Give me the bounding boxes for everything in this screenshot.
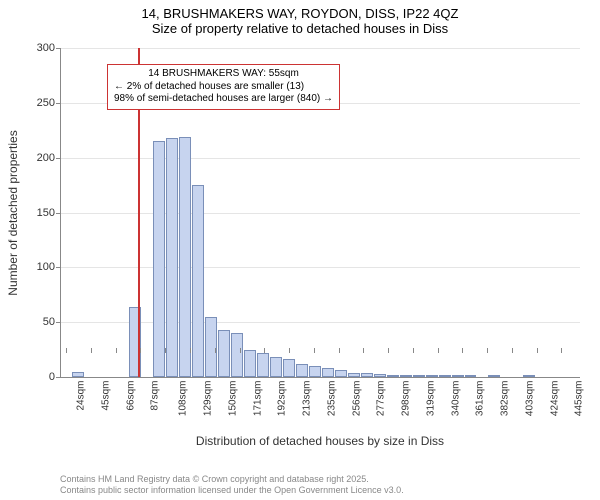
x-tick-label: 277sqm [376, 381, 387, 417]
histogram-bar [244, 350, 256, 377]
chart-title-line1: 14, BRUSHMAKERS WAY, ROYDON, DISS, IP22 … [0, 0, 600, 21]
histogram-bar [296, 364, 308, 377]
x-tick-mark [165, 348, 166, 353]
histogram-bar [179, 137, 191, 377]
x-tick-mark [339, 348, 340, 353]
histogram-bar [523, 375, 535, 377]
plot-region: Number of detached properties 0501001502… [60, 48, 580, 378]
chart-title-line2: Size of property relative to detached ho… [0, 21, 600, 40]
x-tick-mark [240, 348, 241, 353]
histogram-bar [335, 370, 347, 377]
histogram-bar [426, 375, 438, 377]
x-tick-label: 256sqm [351, 381, 362, 417]
x-tick-mark [537, 348, 538, 353]
x-tick-mark [289, 348, 290, 353]
credits: Contains HM Land Registry data © Crown c… [60, 474, 404, 496]
x-tick-label: 108sqm [178, 381, 189, 417]
x-tick-mark [91, 348, 92, 353]
histogram-bar [257, 353, 269, 377]
histogram-bar [488, 375, 500, 377]
x-tick-mark [413, 348, 414, 353]
x-tick-mark [264, 348, 265, 353]
annotation-box: 14 BRUSHMAKERS WAY: 55sqm ← 2% of detach… [107, 64, 340, 110]
histogram-bar [322, 368, 334, 377]
x-tick-mark [314, 348, 315, 353]
x-tick-label: 129sqm [202, 381, 213, 417]
x-tick-label: 340sqm [450, 381, 461, 417]
x-tick-label: 424sqm [549, 381, 560, 417]
x-tick-label: 298sqm [400, 381, 411, 417]
histogram-bar [348, 373, 360, 377]
histogram-bar [374, 374, 386, 377]
x-tick-label: 150sqm [227, 381, 238, 417]
y-tick-label: 100 [37, 261, 61, 273]
x-tick-label: 382sqm [499, 381, 510, 417]
annotation-line1: 14 BRUSHMAKERS WAY: 55sqm [114, 68, 333, 81]
y-tick-label: 300 [37, 42, 61, 54]
x-tick-label: 66sqm [125, 381, 136, 411]
x-tick-label: 45sqm [100, 381, 111, 411]
x-axis-ticks: 24sqm45sqm66sqm87sqm108sqm129sqm150sqm17… [60, 378, 580, 408]
histogram-bar [452, 375, 464, 377]
x-tick-mark [561, 348, 562, 353]
x-tick-label: 319sqm [425, 381, 436, 417]
histogram-bar [205, 317, 217, 377]
histogram-bar [413, 375, 425, 377]
histogram-bar [439, 375, 451, 377]
histogram-bar [309, 366, 321, 377]
x-tick-mark [66, 348, 67, 353]
y-axis-label: Number of detached properties [6, 130, 20, 295]
x-tick-label: 192sqm [277, 381, 288, 417]
histogram-bar [192, 185, 204, 377]
x-tick-mark [487, 348, 488, 353]
histogram-bar [218, 330, 230, 377]
x-axis-label: Distribution of detached houses by size … [60, 434, 580, 448]
histogram-bar [361, 373, 373, 377]
x-tick-mark [190, 348, 191, 353]
annotation-line3: 98% of semi-detached houses are larger (… [114, 93, 333, 106]
x-tick-label: 87sqm [150, 381, 161, 411]
chart-area: Number of detached properties 0501001502… [60, 48, 580, 408]
x-tick-mark [116, 348, 117, 353]
y-tick-label: 200 [37, 152, 61, 164]
histogram-bar [387, 375, 399, 377]
x-tick-mark [363, 348, 364, 353]
histogram-bar [153, 141, 165, 377]
x-tick-mark [512, 348, 513, 353]
histogram-bar [283, 359, 295, 377]
histogram-bar [231, 333, 243, 377]
histogram-bar [400, 375, 412, 377]
x-tick-mark [215, 348, 216, 353]
credits-line1: Contains HM Land Registry data © Crown c… [60, 474, 404, 485]
x-tick-mark [438, 348, 439, 353]
x-tick-label: 213sqm [301, 381, 312, 417]
x-tick-label: 235sqm [326, 381, 337, 417]
y-tick-label: 250 [37, 97, 61, 109]
histogram-bar [270, 357, 282, 377]
y-tick-label: 150 [37, 207, 61, 219]
y-tick-label: 50 [43, 316, 61, 328]
x-tick-label: 445sqm [574, 381, 585, 417]
x-tick-mark [462, 348, 463, 353]
x-tick-mark [140, 348, 141, 353]
x-tick-label: 403sqm [524, 381, 535, 417]
x-tick-label: 171sqm [252, 381, 263, 417]
annotation-line2: ← 2% of detached houses are smaller (13) [114, 81, 333, 94]
histogram-bar [166, 138, 178, 377]
x-tick-mark [388, 348, 389, 353]
histogram-bar [465, 375, 477, 377]
credits-line2: Contains public sector information licen… [60, 485, 404, 496]
x-tick-label: 361sqm [475, 381, 486, 417]
histogram-bar [72, 372, 84, 377]
x-tick-label: 24sqm [76, 381, 87, 411]
